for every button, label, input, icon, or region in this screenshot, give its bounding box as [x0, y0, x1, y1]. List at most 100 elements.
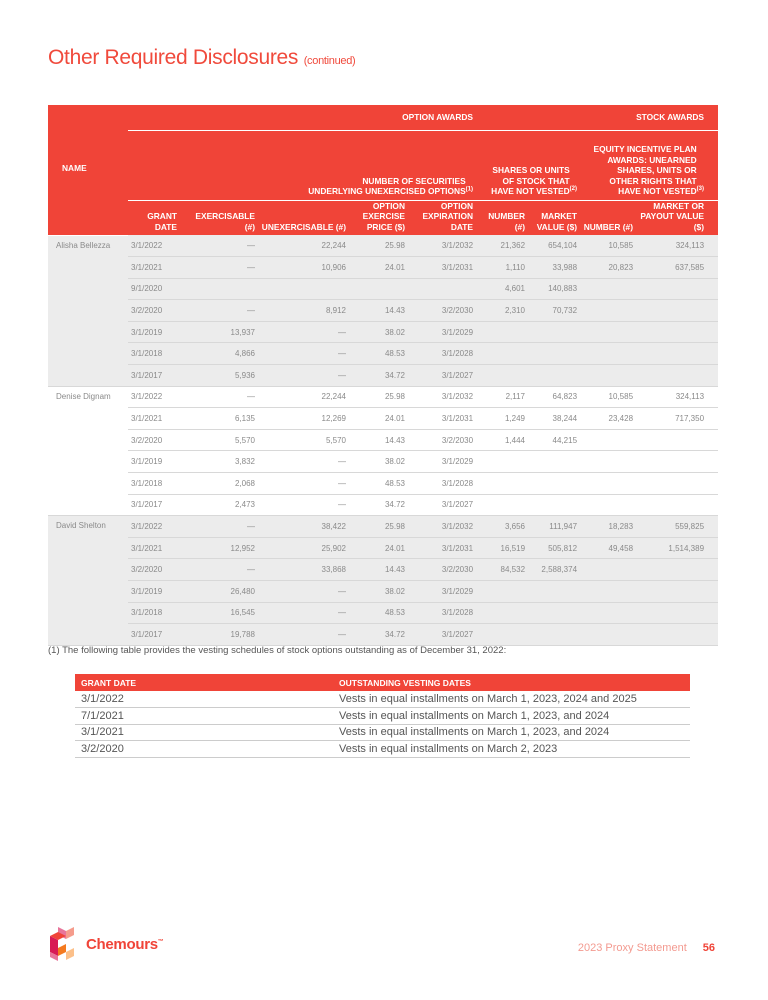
table-row: 3/1/2021—10,906 24.01 3/1/2031 1,110 33,988 2… [48, 256, 719, 279]
table-cell: 38.02 [349, 450, 408, 474]
table-row: 3/1/2019 3,832—38.02 3/1/2029 [48, 450, 719, 474]
table-cell: 3/1/2018 [128, 602, 180, 625]
table-cell: 38.02 [349, 580, 408, 603]
table-cell [636, 342, 719, 366]
table-cell [408, 278, 477, 301]
table-cell: 22,244 [258, 386, 349, 409]
table-cell: 48.53 [349, 602, 408, 625]
table-cell: 33,868 [258, 558, 349, 581]
col-header: MARKET OR PAYOUT VALUE ($) [636, 200, 719, 235]
table-cell [476, 580, 529, 603]
note-2: (2) [569, 186, 578, 193]
col-header: EXERCISABLE (#) [180, 200, 258, 235]
table-cell: 26,480 [180, 580, 258, 603]
table-cell: 3/1/2028 [408, 602, 477, 625]
table-cell [528, 450, 581, 474]
table-row: 3/1/2017 19,788—34.72 3/1/2027 [48, 623, 719, 646]
table-cell: 3/1/2029 [408, 580, 477, 603]
vesting-cell: 7/1/2021 [75, 707, 333, 725]
table-cell [476, 472, 529, 495]
officer-group: David Shelton 3/1/2022—38,422 25.98 3/1/203… [48, 515, 719, 646]
officer-group: Alisha Bellezza 3/1/2022—22,244 25.98 3/1/2… [48, 235, 719, 387]
table-cell [636, 450, 719, 474]
table-cell: 3/1/2031 [408, 537, 477, 560]
table-cell [528, 494, 581, 517]
table-cell: 3/1/2022 [128, 515, 180, 538]
table-cell: 3/1/2027 [408, 623, 477, 646]
table-cell [476, 364, 529, 387]
table-cell: 16,545 [180, 602, 258, 625]
table-cell: 12,952 [180, 537, 258, 560]
chemours-logo: Chemours™ [50, 927, 164, 961]
table-cell: 20,823 [580, 256, 637, 279]
table-cell [636, 299, 719, 322]
table-cell: 38,244 [528, 407, 581, 430]
table-cell [528, 321, 581, 344]
table-cell [528, 472, 581, 495]
table-cell [636, 472, 719, 495]
title-suffix: (continued) [303, 55, 356, 67]
table-cell: 13,937 [180, 321, 258, 344]
table-row: Denise Dignam 3/1/2022—22,244 25.98 3/1/203… [48, 386, 719, 517]
table-cell: 2,310 [476, 299, 529, 322]
equity-header: EQUITY INCENTIVE PLAN AWARDS: UNEARNED S… [580, 130, 719, 201]
table-cell [528, 342, 581, 366]
table-cell: 3/1/2017 [128, 494, 180, 517]
table-cell [580, 450, 637, 474]
officer-name: David Shelton [48, 515, 128, 646]
brand-name: Chemours™ [86, 936, 164, 953]
table-cell: — [180, 299, 258, 322]
vesting-cell: Vests in equal installments on March 2, … [333, 740, 690, 758]
table-cell [580, 278, 637, 301]
table-cell: — [258, 450, 349, 474]
officer-group: Denise Dignam 3/1/2022—22,244 25.98 3/1/203… [48, 386, 719, 517]
vesting-row: 7/1/2021 Vests in equal installments on M… [75, 707, 690, 725]
table-cell: 3/2/2020 [128, 299, 180, 322]
table-cell [580, 321, 637, 344]
col-vesting-dates: OUTSTANDING VESTING DATES [333, 674, 690, 691]
table-cell [636, 602, 719, 625]
table-cell [636, 278, 719, 301]
table-cell: 5,936 [180, 364, 258, 387]
table-row: 3/1/2019 13,937—38.02 3/1/2029 [48, 321, 719, 344]
securities-header: NUMBER OF SECURITIES UNDERLYING UNEXERCI… [180, 130, 477, 201]
table-row: 3/1/2021 12,952 25,902 24.01 3/1/2031 16,519 5… [48, 537, 719, 560]
col-header: MARKET VALUE ($) [528, 200, 581, 235]
table-cell: 14.43 [349, 429, 408, 452]
table-cell [636, 321, 719, 344]
table-cell: 24.01 [349, 407, 408, 430]
outstanding-equity-table: NAME OPTION AWARDS STOCK AWARDS NUMBER O… [48, 105, 719, 646]
title-text: Other Required Disclosures [48, 46, 299, 69]
table-cell [476, 342, 529, 366]
table-cell [636, 623, 719, 646]
table-cell: 25,902 [258, 537, 349, 560]
table-cell: 1,444 [476, 429, 529, 452]
vesting-table: GRANT DATE OUTSTANDING VESTING DATES 3/1/… [75, 674, 690, 758]
table-cell: 3/1/2029 [408, 321, 477, 344]
col-grant-date: GRANT DATE [75, 674, 333, 691]
table-cell: 3/1/2022 [128, 386, 180, 409]
table-cell: 3/1/2019 [128, 450, 180, 474]
col-header: UNEXERCISABLE (#) [258, 200, 349, 235]
table-cell: — [258, 472, 349, 495]
table-cell: 637,585 [636, 256, 719, 279]
table-row: 3/1/2018 16,545—48.53 3/1/2028 [48, 602, 719, 625]
table-cell: 10,585 [580, 235, 637, 258]
table-cell [636, 494, 719, 517]
table-cell [636, 429, 719, 452]
table-cell: 324,113 [636, 235, 719, 258]
officer-name: Alisha Bellezza [48, 235, 128, 387]
page-number: 56 [702, 942, 715, 954]
table-cell: 22,244 [258, 235, 349, 258]
note-3: (3) [696, 186, 705, 193]
trademark: ™ [157, 938, 164, 945]
table-cell: 3/1/2019 [128, 580, 180, 603]
table-cell: 3/1/2021 [128, 537, 180, 560]
table-cell: 2,117 [476, 386, 529, 409]
footnote-1: (1) The following table provides the ves… [48, 645, 507, 656]
table-row: Alisha Bellezza 3/1/2022—22,244 25.98 3/1/2… [48, 235, 719, 387]
table-cell [476, 450, 529, 474]
table-row: 3/1/2019 26,480—38.02 3/1/2029 [48, 580, 719, 603]
table-cell [580, 580, 637, 603]
table-cell: — [180, 386, 258, 409]
